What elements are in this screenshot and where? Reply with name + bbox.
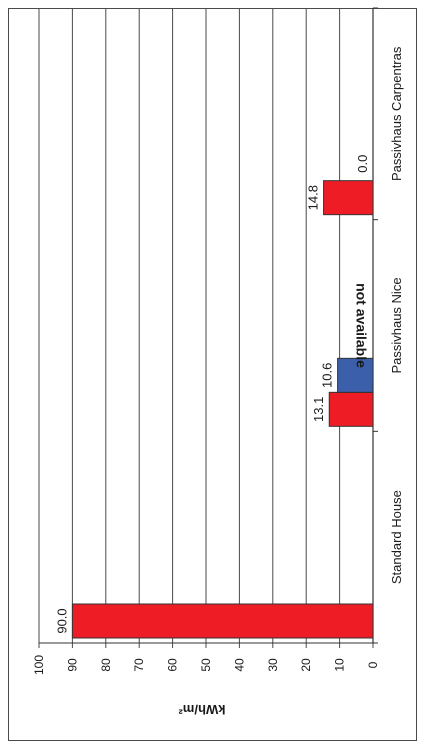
y-tick-label: 100: [32, 655, 46, 675]
y-tick-label: 50: [199, 658, 213, 672]
y-tick-label: 90: [65, 658, 79, 672]
data-label: 90.0: [54, 608, 69, 633]
y-tick-label: 10: [333, 658, 347, 672]
y-tick-label: 80: [99, 658, 113, 672]
data-label: 0.0: [355, 155, 370, 173]
y-axis-label: kWh/m²: [178, 702, 226, 717]
category-label: Standard House: [389, 490, 404, 584]
y-tick-label: 30: [266, 658, 280, 672]
bar: [337, 357, 374, 393]
data-label: 14.8: [306, 185, 321, 210]
chart-frame: [8, 8, 417, 741]
not-available-annotation: not available: [353, 283, 369, 368]
y-tick-label: 0: [366, 661, 380, 668]
y-tick-label: 20: [299, 658, 313, 672]
y-tick-label: 40: [232, 658, 246, 672]
bar: [328, 391, 374, 427]
y-tick-label: 60: [166, 658, 180, 672]
bar: [323, 180, 374, 216]
data-label: 10.6: [320, 363, 335, 388]
y-tick-label: 70: [132, 658, 146, 672]
plot-area: 0 10 20 30 40 50 60 70 80 90 100 Standard House Pass…: [32, 7, 404, 675]
category-label: Passivhaus Carpentras: [389, 46, 404, 181]
data-label: 13.1: [311, 397, 326, 422]
category-label: Passivhaus Nice: [389, 277, 404, 373]
bar: [71, 603, 374, 639]
